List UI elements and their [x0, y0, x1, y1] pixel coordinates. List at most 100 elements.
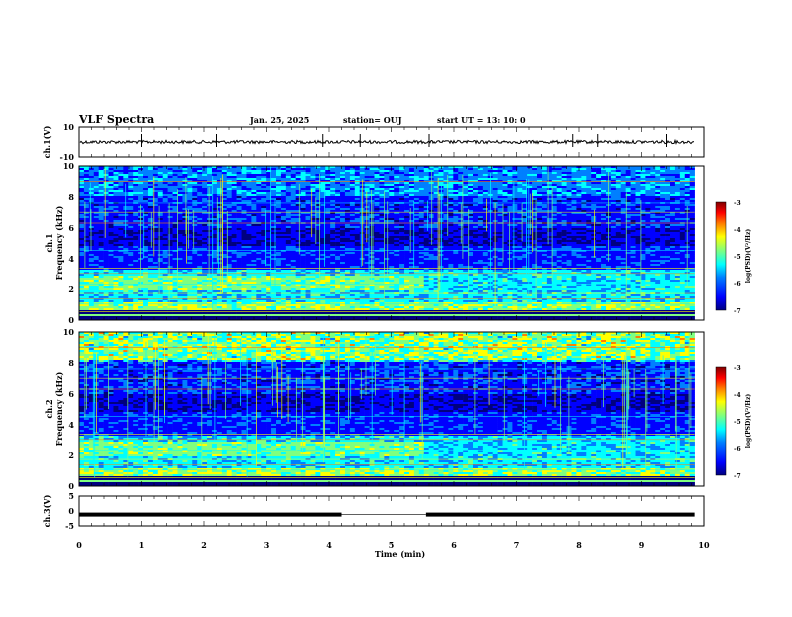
spectrogram-cell	[680, 186, 685, 188]
spectrogram-cell	[640, 194, 645, 196]
spectrogram-cell	[335, 204, 340, 206]
spectrogram-cell	[286, 194, 291, 196]
spectrogram-cell	[389, 182, 394, 184]
spectrogram-cell	[89, 226, 94, 228]
spectrogram-cell	[572, 232, 577, 234]
spectrogram-cell	[532, 176, 537, 178]
spectrogram-cell	[670, 238, 675, 240]
spectrogram-cell	[202, 228, 207, 230]
spectrogram-cell	[645, 216, 650, 218]
spectrogram-cell	[601, 232, 606, 234]
spectrogram-cell	[439, 240, 444, 242]
spectrogram-cell	[109, 174, 114, 176]
spectrogram-cell	[325, 230, 330, 232]
spectrogram-cell	[379, 224, 384, 226]
spectrogram-cell	[645, 184, 650, 186]
spectrogram-cell	[246, 220, 251, 222]
spectrogram-cell	[182, 182, 187, 184]
spectrogram-cell	[237, 214, 242, 216]
spectrogram-cell	[616, 240, 621, 242]
spectrogram-cell	[690, 230, 695, 232]
spectrogram-cell	[148, 206, 153, 208]
spectrogram-cell	[557, 206, 562, 208]
spectrogram-cell	[301, 238, 306, 240]
spectrogram-cell	[616, 236, 621, 238]
spectrogram-cell	[355, 238, 360, 240]
spectrogram-cell	[251, 236, 256, 238]
spectrogram-cell	[163, 190, 168, 192]
spectrogram-cell	[370, 204, 375, 206]
spectrogram-cell	[547, 194, 552, 196]
spectrogram-cell	[173, 242, 178, 244]
spectrogram-cell	[399, 230, 404, 232]
spectrogram-cell	[237, 218, 242, 220]
spectrogram-cell	[498, 176, 503, 178]
spectrogram-cell	[153, 174, 158, 176]
spectrogram-cell	[537, 242, 542, 244]
spectrogram-cell	[330, 192, 335, 194]
spectrogram-cell	[335, 176, 340, 178]
spectrogram-cell	[94, 200, 99, 202]
spectrogram-cell	[301, 188, 306, 190]
spectrogram-cell	[562, 242, 567, 244]
spectrogram-cell	[572, 192, 577, 194]
spectrogram-cell	[527, 214, 532, 216]
spectrogram-cell	[355, 192, 360, 194]
spectrogram-cell	[173, 188, 178, 190]
spectrogram-cell	[113, 200, 118, 202]
spectrogram-cell	[512, 220, 517, 222]
spectrogram-cell	[143, 198, 148, 200]
spectrogram-cell	[197, 204, 202, 206]
spectrogram-cell	[483, 176, 488, 178]
spectrogram-cell	[576, 184, 581, 186]
spectrogram-cell	[178, 226, 183, 228]
spectrogram-cell	[572, 226, 577, 228]
spectrogram-cell	[660, 188, 665, 190]
spectrogram-cell	[567, 224, 572, 226]
spectrogram-cell	[310, 240, 315, 242]
spectrogram-cell	[325, 196, 330, 198]
spectrogram-cell	[251, 240, 256, 242]
spectrogram-cell	[507, 242, 512, 244]
spectrogram-cell	[315, 168, 320, 170]
spectrogram-cell	[281, 230, 286, 232]
spectrogram-cell	[690, 206, 695, 208]
spectrogram-cell	[601, 200, 606, 202]
spectrogram-cell	[173, 198, 178, 200]
spectrogram-cell	[640, 196, 645, 198]
spectrogram-cell	[345, 240, 350, 242]
spectrogram-cell	[429, 214, 434, 216]
spectrogram-cell	[409, 174, 414, 176]
spectrogram-cell	[399, 204, 404, 206]
spectrogram-cell	[631, 170, 636, 172]
spectrogram-cell	[276, 216, 281, 218]
spectrogram-cell	[281, 238, 286, 240]
spectrogram-cell	[148, 182, 153, 184]
spectrogram-cell	[650, 206, 655, 208]
spectrogram-cell	[424, 198, 429, 200]
spectrogram-cell	[113, 214, 118, 216]
spectrogram-cell	[187, 172, 192, 174]
spectrogram-cell	[178, 228, 183, 230]
spectrogram-cell	[109, 188, 114, 190]
spectrogram-cell	[192, 188, 197, 190]
spectrogram-cell	[448, 186, 453, 188]
spectrogram-cell	[163, 194, 168, 196]
spectrogram-cell	[527, 200, 532, 202]
spectrogram-cell	[547, 182, 552, 184]
spectrogram-cell	[99, 178, 104, 180]
spectrogram-cell	[242, 196, 247, 198]
spectrogram-cell	[350, 242, 355, 244]
spectrogram-cell	[365, 194, 370, 196]
spectrogram-cell	[384, 204, 389, 206]
spectrogram-cell	[690, 188, 695, 190]
spectrogram-cell	[670, 192, 675, 194]
spectrogram-cell	[173, 230, 178, 232]
spectrogram-cell	[296, 216, 301, 218]
spectrogram-cell	[389, 192, 394, 194]
spectrogram-cell	[631, 168, 636, 170]
spectrogram-cell	[281, 178, 286, 180]
spectrogram-cell	[94, 204, 99, 206]
spectrogram-cell	[202, 200, 207, 202]
spectrogram-cell	[616, 170, 621, 172]
